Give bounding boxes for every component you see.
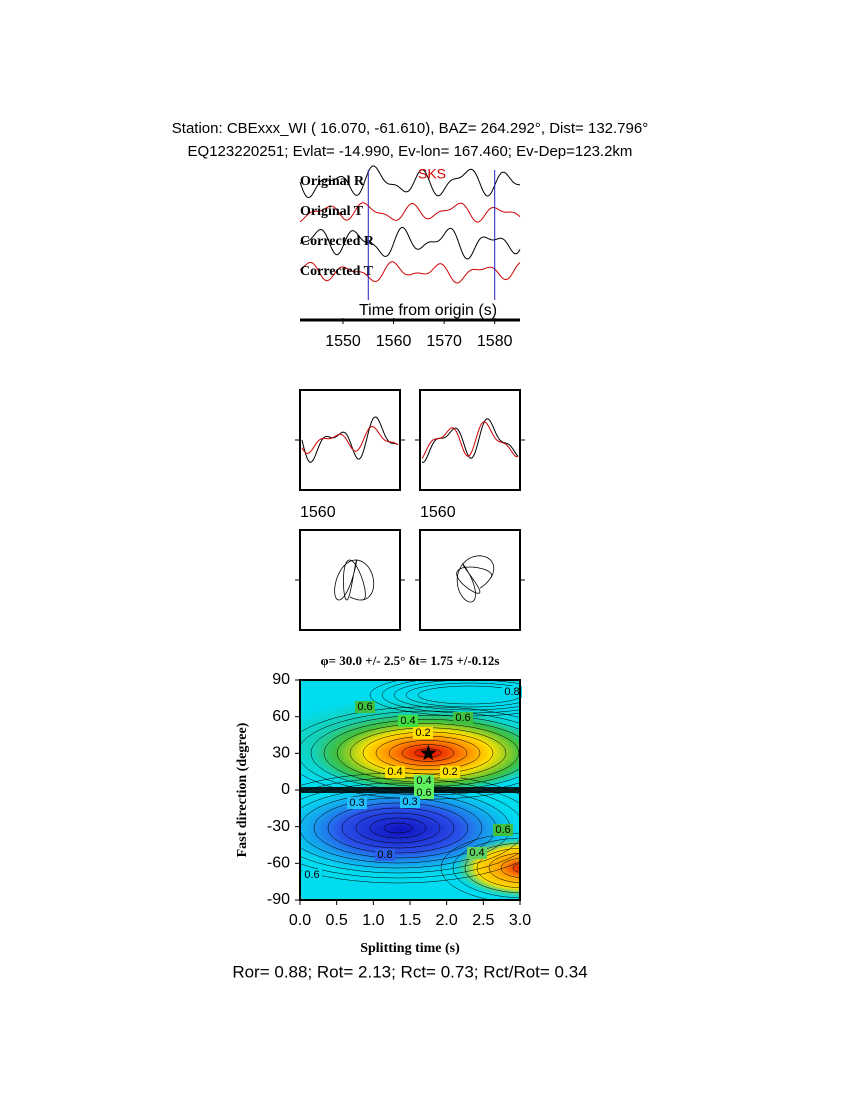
- contour-label-bg: [493, 824, 513, 836]
- contour-line: [476, 847, 520, 889]
- y-tick-label: -90: [267, 891, 290, 908]
- contour-line: [383, 822, 413, 834]
- x-tick-label: 3.0: [509, 912, 531, 929]
- contour-label: 0.6: [455, 712, 470, 724]
- contour-label: 0.6: [357, 701, 372, 713]
- y-tick-label: 90: [272, 671, 290, 688]
- panel: [299, 529, 401, 631]
- y-tick-label: -30: [267, 818, 290, 835]
- contour-line: [417, 685, 520, 705]
- contour-label-bg: [302, 869, 322, 881]
- contour-line: [300, 782, 520, 874]
- waveform: [301, 425, 399, 455]
- contour-label: 0.4: [469, 847, 484, 859]
- contour-label-bg: [347, 797, 367, 809]
- contour-line: [369, 817, 427, 839]
- contour-line: [405, 682, 520, 708]
- contour-line: [452, 837, 520, 899]
- contour-label: 0.3: [402, 796, 417, 808]
- x-tick-label: 1560: [376, 333, 412, 350]
- y-tick-label: 60: [272, 708, 290, 725]
- contour-label: 0.4: [387, 766, 402, 778]
- contour-line: [440, 832, 520, 900]
- trace-label: Corrected R: [300, 234, 375, 249]
- x-tick-label: 1.0: [362, 912, 384, 929]
- contour-label: 0.3: [349, 797, 364, 809]
- best-fit-star: [420, 744, 437, 761]
- y-tick-label: 0: [281, 781, 290, 798]
- contour-label-bg: [467, 847, 487, 859]
- x-tick-label: 2.5: [472, 912, 494, 929]
- contour-line: [300, 706, 520, 800]
- x-tick-label: 1.5: [399, 912, 421, 929]
- waveform: [299, 261, 521, 284]
- x-tick-label: 0.5: [326, 912, 348, 929]
- x-tick-label: 0.0: [289, 912, 311, 929]
- contour-label: 0.8: [377, 849, 392, 861]
- contour-label-bg: [400, 796, 420, 808]
- contour-label: 0.6: [304, 869, 319, 881]
- x-tick-label: 1580: [477, 333, 513, 350]
- contour-label: 0.4: [416, 775, 431, 787]
- x-tick-label: 2.0: [436, 912, 458, 929]
- contour-label: 0.8: [504, 686, 519, 698]
- waveform: [299, 226, 521, 260]
- contour-label-bg: [413, 727, 433, 739]
- x-tick-label: 1560: [420, 504, 456, 521]
- contour-label-bg: [375, 849, 395, 861]
- y-tick-label: -60: [267, 855, 290, 872]
- trace-label: Original R: [300, 174, 365, 189]
- contour-line: [500, 857, 520, 879]
- contour-label-bg: [414, 775, 434, 787]
- contour-label-bg: [385, 766, 405, 778]
- contour-line: [355, 812, 441, 844]
- contour-label: 0.2: [442, 766, 457, 778]
- contour-label-bg: [453, 712, 473, 724]
- contour-line: [488, 852, 520, 884]
- contour-label: 0.2: [415, 727, 430, 739]
- contour-line: [512, 863, 520, 873]
- footer: Ror= 0.88; Rot= 2.13; Rct= 0.73; Rct/Rot…: [232, 962, 587, 981]
- chart-title: φ= 30.0 +/- 2.5° δt= 1.75 +/-0.12s: [321, 653, 500, 668]
- contour-label-bg: [502, 686, 522, 698]
- particle-motion: [456, 555, 495, 603]
- header-line: EQ123220251; Evlat= -14.990, Ev-lon= 167…: [188, 143, 633, 160]
- contour-line: [393, 680, 520, 711]
- waveform: [421, 418, 519, 464]
- waveform: [301, 416, 399, 463]
- y-tick-label: 30: [272, 745, 290, 762]
- panel: [419, 529, 521, 631]
- x-tick-label: 1570: [426, 333, 462, 350]
- phase-label: SKS: [418, 166, 446, 182]
- header-line: Station: CBExxx_WI ( 16.070, -61.610), B…: [172, 120, 648, 137]
- waveform: [299, 165, 520, 198]
- y-axis-label: Fast direction (degree): [235, 722, 250, 857]
- x-axis-label: Time from origin (s): [359, 302, 497, 319]
- contour-label: 0.6: [416, 787, 431, 799]
- x-tick-label: 1550: [325, 333, 361, 350]
- trace-label: Corrected T: [300, 264, 374, 279]
- contour-label: 0.4: [400, 715, 415, 727]
- x-tick-label: 1560: [300, 504, 336, 521]
- contour-line: [327, 802, 469, 854]
- waveform: [299, 202, 521, 223]
- contour-line: [388, 740, 468, 766]
- x-axis-label: Splitting time (s): [360, 941, 460, 956]
- trace-label: Original T: [300, 204, 364, 219]
- waveform: [421, 421, 519, 459]
- contour-line: [313, 797, 483, 859]
- contour-label-bg: [440, 766, 460, 778]
- contour-label-bg: [398, 715, 418, 727]
- contour-label-bg: [355, 701, 375, 713]
- contour-label: 0.6: [495, 824, 510, 836]
- contour-line: [464, 842, 520, 894]
- particle-motion: [334, 559, 375, 601]
- contour-line: [341, 807, 455, 849]
- contour-line: [401, 744, 455, 762]
